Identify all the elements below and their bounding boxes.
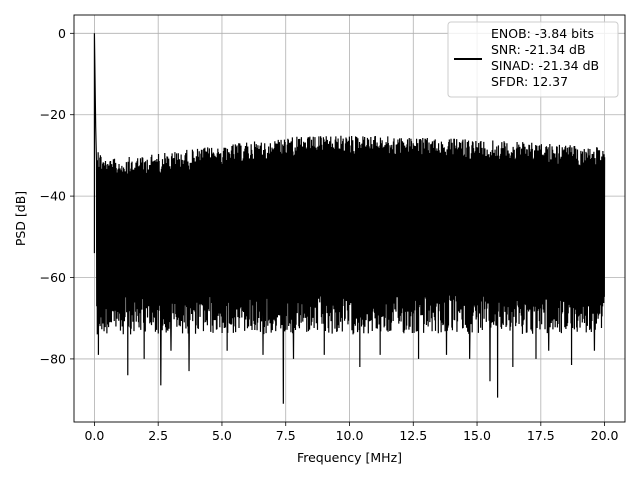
- x-axis-ticks: 0.0 2.5 5.0 7.5 10.0 12.5 15.0 17.5 20.0: [84, 422, 619, 443]
- legend-box: [447, 21, 619, 98]
- legend-entry-snr: SNR: -21.34 dB: [491, 42, 586, 57]
- x-tick-label: 5.0: [212, 428, 232, 443]
- y-tick-label: 0: [58, 26, 66, 41]
- psd-series-line: [93, 33, 606, 404]
- x-tick-label: 15.0: [463, 428, 491, 443]
- legend-entry-enob: ENOB: -3.84 bits: [491, 26, 594, 41]
- x-tick-label: 17.5: [527, 428, 555, 443]
- x-tick-label: 2.5: [148, 428, 168, 443]
- x-tick-label: 10.0: [336, 428, 364, 443]
- plot-area: [93, 33, 606, 404]
- y-axis-ticks: 0 −20 −40 −60 −80: [40, 26, 74, 366]
- y-axis-label: PSD [dB]: [13, 191, 28, 246]
- legend-entry-sinad: SINAD: -21.34 dB: [491, 58, 599, 73]
- y-tick-label: −40: [40, 189, 66, 204]
- legend: ENOB: -3.84 bits SNR: -21.34 dB SINAD: -…: [447, 21, 619, 98]
- x-tick-label: 20.0: [591, 428, 619, 443]
- x-tick-label: 0.0: [84, 428, 104, 443]
- y-tick-label: −20: [40, 107, 66, 122]
- y-tick-label: −60: [40, 270, 66, 285]
- x-tick-label: 12.5: [399, 428, 427, 443]
- legend-entry-sfdr: SFDR: 12.37: [491, 74, 568, 89]
- x-tick-label: 7.5: [276, 428, 296, 443]
- x-axis-label: Frequency [MHz]: [297, 450, 402, 465]
- y-tick-label: −80: [40, 351, 66, 366]
